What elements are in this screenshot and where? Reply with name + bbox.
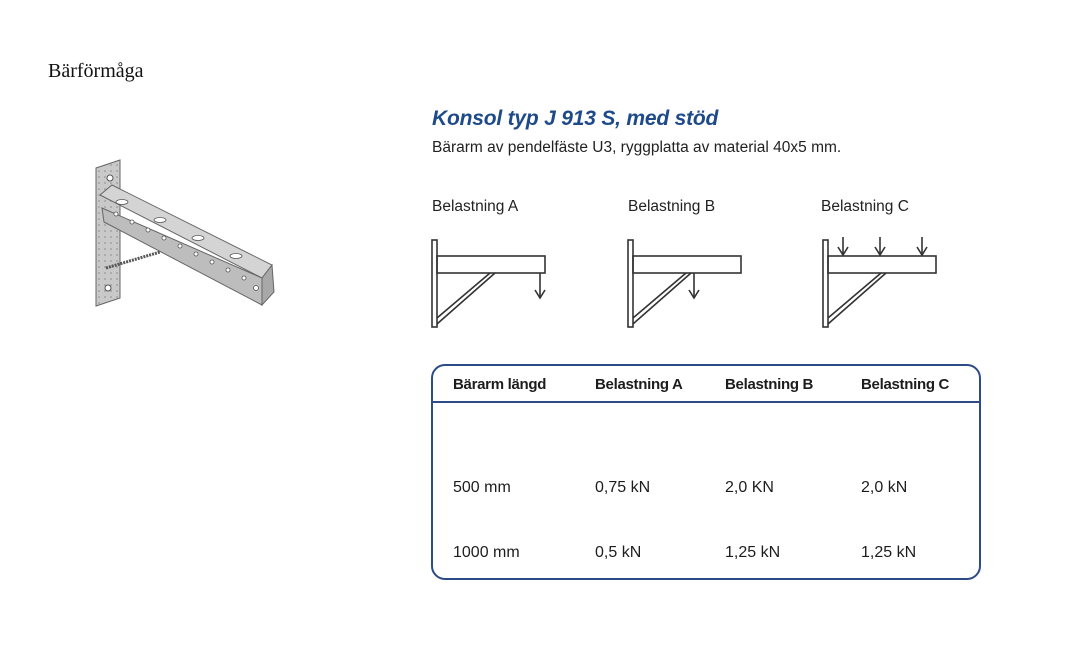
header-load-b: Belastning B bbox=[725, 376, 814, 393]
cell-load-c: 2,0 kN bbox=[861, 479, 908, 496]
capacity-table bbox=[431, 364, 981, 580]
load-arrow-icon bbox=[874, 246, 886, 257]
bracket-strut bbox=[827, 272, 882, 319]
product-title: Konsol typ J 913 S, med stöd bbox=[432, 107, 719, 130]
load-arrow-icon bbox=[688, 289, 700, 300]
bracket-arm bbox=[827, 255, 937, 274]
bracket-strut bbox=[632, 272, 692, 325]
load-case-b-label: Belastning B bbox=[628, 198, 716, 215]
bracket-strut bbox=[827, 272, 887, 325]
table-header-divider bbox=[433, 401, 979, 403]
cell-load-a: 0,5 kN bbox=[595, 544, 642, 561]
cell-load-b: 1,25 kN bbox=[725, 544, 781, 561]
wall-plate bbox=[431, 239, 438, 328]
header-arm-length: Bärarm längd bbox=[453, 376, 547, 393]
wall-plate bbox=[627, 239, 634, 328]
cell-arm-length: 1000 mm bbox=[453, 544, 520, 561]
cell-arm-length: 500 mm bbox=[453, 479, 511, 496]
header-load-c: Belastning C bbox=[861, 376, 950, 393]
bracket-strut bbox=[436, 272, 496, 325]
bracket-product-image bbox=[95, 159, 275, 307]
load-arrow-icon bbox=[916, 246, 928, 257]
page-heading: Bärförmåga bbox=[48, 60, 144, 82]
cell-load-a: 0,75 kN bbox=[595, 479, 651, 496]
cell-load-c: 1,25 kN bbox=[861, 544, 917, 561]
wall-plate bbox=[822, 239, 829, 328]
load-case-a-label: Belastning A bbox=[432, 198, 519, 215]
bracket-arm bbox=[632, 255, 742, 274]
bracket-strut bbox=[632, 272, 687, 319]
header-load-a: Belastning A bbox=[595, 376, 683, 393]
bracket-strut bbox=[436, 272, 491, 319]
load-arrow-icon bbox=[837, 246, 849, 257]
product-subtitle: Bärarm av pendelfäste U3, ryggplatta av … bbox=[432, 139, 842, 156]
load-case-c-label: Belastning C bbox=[821, 198, 909, 215]
load-arrow-icon bbox=[534, 289, 546, 300]
cell-load-b: 2,0 KN bbox=[725, 479, 774, 496]
bracket-arm bbox=[436, 255, 546, 274]
